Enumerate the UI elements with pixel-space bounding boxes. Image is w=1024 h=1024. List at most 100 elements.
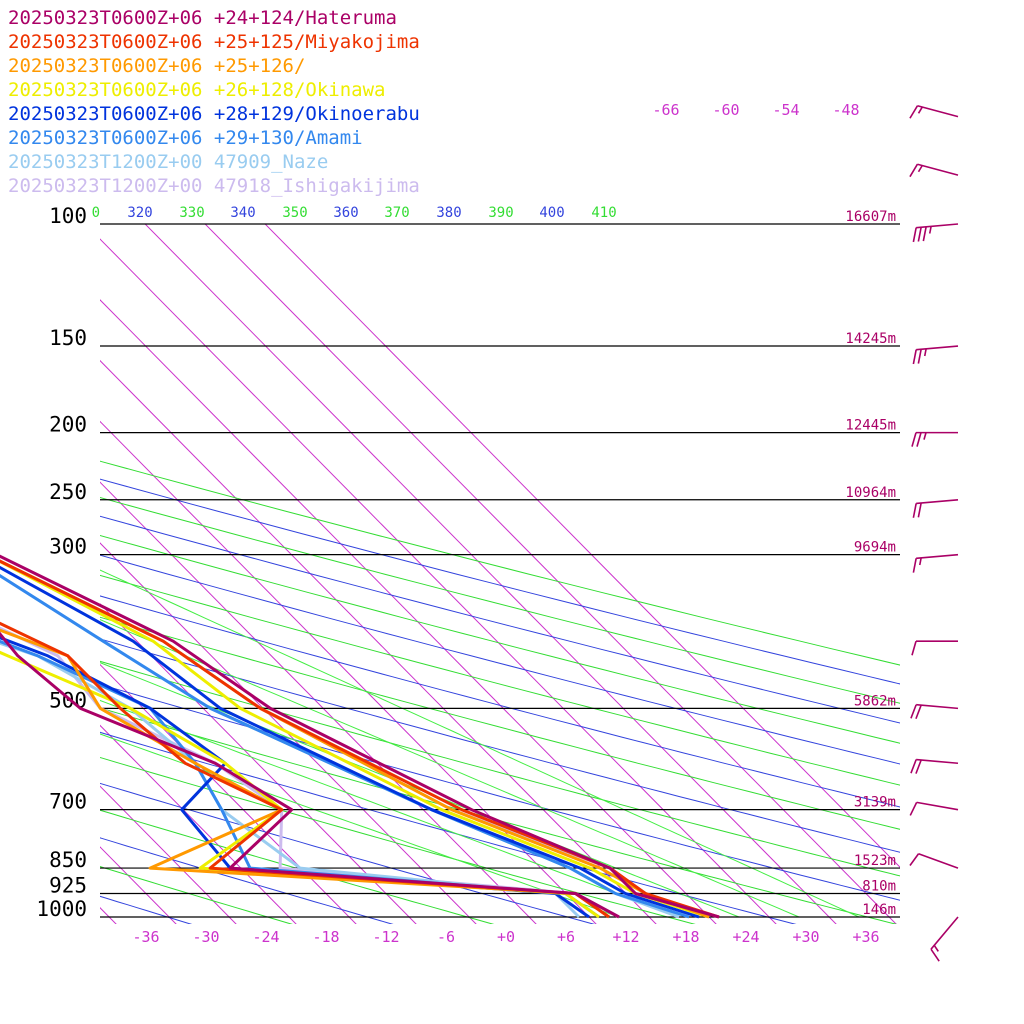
dry-adiabat-line [100,478,900,685]
wind-barb-feather [912,349,917,365]
height-label: 3139m [854,795,896,811]
isotherm-line [100,481,537,924]
x-tick-label: +0 [497,928,515,946]
legend-entry: 20250323T0600Z+06 +24+124/Hateruma [8,7,397,29]
wind-barb-staff [916,553,959,560]
wind-barb-feather [916,432,922,447]
isotherm-line [100,785,237,924]
x-tick-label: +6 [557,928,575,946]
dry-adiabat-line [100,574,900,786]
dry-adiabat-line [100,782,596,924]
wind-barb-feather [910,759,917,774]
wind-barb [930,916,959,962]
theta-label: 370 [384,205,409,221]
dry-adiabat-line [100,756,696,924]
x-tick-label: -6 [437,928,455,946]
wind-barb-half-feather [928,226,932,234]
wind-barb-feather [909,802,918,816]
wind-barb [909,163,959,178]
wind-barb [911,640,958,656]
dry-adiabat-line [100,837,394,924]
isotherm-line [100,359,657,924]
wind-barb [909,801,959,816]
wind-barb-half-feather [933,944,939,952]
dry-adiabat-line [100,866,293,924]
legend-entry: 20250323T0600Z+06 +26+128/Okinawa [8,79,386,101]
pressure-label: 150 [49,326,87,350]
wind-barb-feather [922,226,927,242]
legend-entry: 20250323T0600Z+06 +28+129/Okinoerabu [8,103,420,125]
wind-barb-staff [930,916,959,950]
wind-barb-feather [917,502,922,518]
dry-adiabat-line [100,809,495,924]
x-tick-label: -12 [372,928,399,946]
isotherm-line [100,542,477,924]
moist-adiabat-line [100,662,740,918]
theta-label: 350 [282,205,307,221]
wind-barb-half-feather [918,557,922,566]
isotherm-line [100,846,177,924]
pressure-label: 700 [49,790,87,814]
theta-label: 320 [127,205,152,221]
x-tick-label: +24 [732,928,759,946]
isotherm-line [204,224,897,924]
wind-barb-staff [916,703,959,710]
temperature-line [0,559,710,919]
wind-barbs [909,105,959,962]
dry-adiabat-line [100,616,900,830]
theta-label: 390 [488,205,513,221]
wind-barb [910,758,959,774]
wind-barb-staff [916,345,959,351]
wind-barb-feather [909,163,919,178]
moist-adiabat-line [100,619,800,918]
wind-barb [912,498,959,518]
isoline-labels: 0 320 330 340 350 360 370 380 390 400 410 -66 -60 -54… [92,101,860,221]
wind-barb [909,105,959,119]
wind-barb-feather [909,105,919,119]
pressure-label: 300 [49,535,87,559]
wind-barb-feather [910,704,917,719]
theta-label: 380 [436,205,461,221]
x-tick-label: +36 [852,928,879,946]
wind-barb-half-feather [923,432,927,440]
x-tick-label: +18 [672,928,699,946]
x-tick-label: -30 [192,928,219,946]
height-label: 14245m [845,331,896,347]
moist-adiabat-line [100,699,680,918]
temperature-line [0,573,690,919]
moist-adiabat-line [100,569,860,918]
mixing-ratio-label: -48 [832,101,859,119]
isotherm-line [264,224,900,868]
wind-barb-half-feather [923,348,927,357]
legend-entry: 20250323T0600Z+06 +25+125/Miyakojima [8,31,420,53]
theta-label: 0 [92,205,100,221]
legend-entry: 20250323T1200Z+00 47909_Naze [8,151,328,173]
wind-barb-feather [912,558,917,573]
dry-adiabat-line [100,731,797,924]
dewpoint-line [0,641,581,919]
pressure-label: 250 [49,480,87,504]
x-axis-ticks: -36 -30 -24 -18 -12 -6 +0 +6 +12 +18 +24 +30 +36 [132,928,879,946]
legend-entry: 20250323T1200Z+00 47918_Ishigakijima [8,175,420,197]
height-label: 9694m [854,540,896,556]
wind-barb-staff [917,105,959,118]
pressure-label: 850 [49,848,87,872]
isotherm-line [100,420,597,924]
height-label: 1523m [854,853,896,869]
isotherm-line [100,724,297,924]
dry-adiabat-line [100,554,900,765]
theta-label: 410 [591,205,616,221]
isotherm-line [100,603,417,924]
theta-label: 400 [539,205,564,221]
dry-adiabat-line [100,707,898,924]
sounding-traces [0,554,720,919]
x-tick-label: -24 [252,928,279,946]
isotherm-line [100,299,717,924]
wind-barb [912,223,959,243]
wind-barb [909,852,959,869]
wind-barb [911,431,958,447]
wind-barb-half-feather [917,106,923,114]
wind-barb-staff [916,223,959,229]
wind-barb [910,703,959,720]
